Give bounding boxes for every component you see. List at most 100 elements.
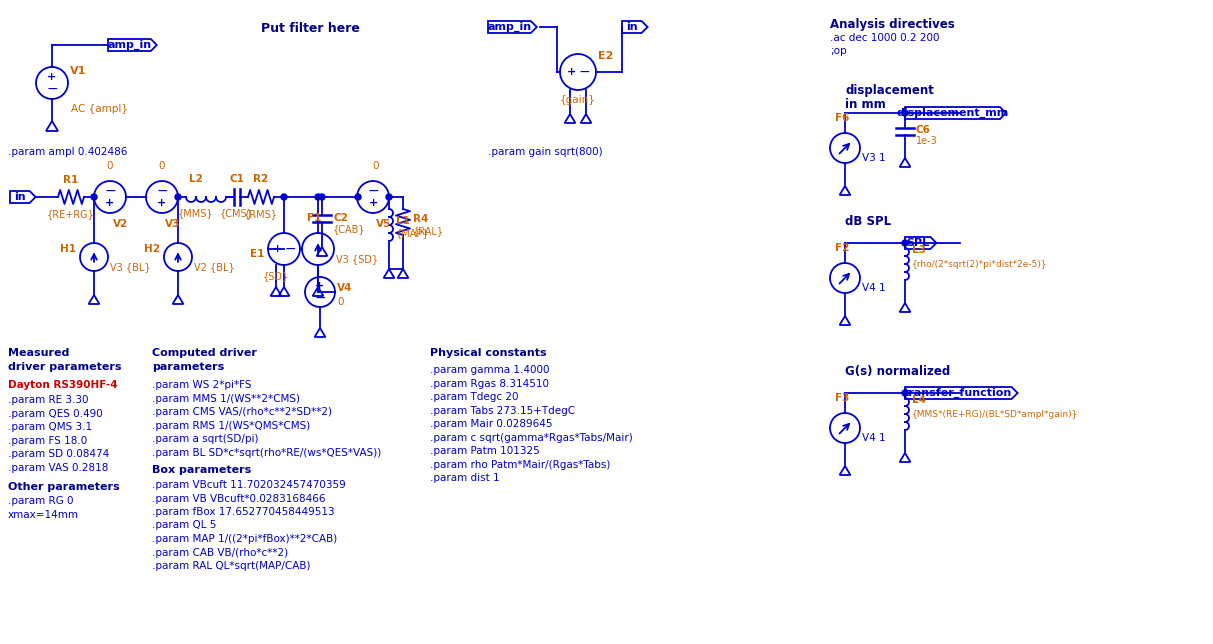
- Text: Analysis directives: Analysis directives: [830, 18, 955, 31]
- Text: C2: C2: [334, 213, 348, 223]
- Text: .param rho Patm*Mair/(Rgas*Tabs): .param rho Patm*Mair/(Rgas*Tabs): [429, 460, 610, 469]
- Text: −: −: [579, 65, 591, 79]
- Text: R2: R2: [254, 174, 268, 184]
- Text: .param CAB VB/(rho*c**2): .param CAB VB/(rho*c**2): [152, 547, 289, 558]
- Text: +: +: [315, 281, 325, 291]
- Text: .param VAS 0.2818: .param VAS 0.2818: [8, 462, 108, 473]
- Text: .param ampl 0.402486: .param ampl 0.402486: [8, 147, 127, 157]
- Circle shape: [902, 110, 909, 116]
- Text: .param Patm 101325: .param Patm 101325: [429, 446, 540, 456]
- Text: V5: V5: [376, 219, 392, 229]
- Text: +: +: [158, 198, 166, 208]
- Text: G(s) normalized: G(s) normalized: [845, 365, 950, 378]
- Text: .param gamma 1.4000: .param gamma 1.4000: [429, 365, 549, 375]
- Text: F1: F1: [307, 213, 321, 223]
- Text: {CAB}: {CAB}: [334, 224, 365, 234]
- Text: Other parameters: Other parameters: [8, 482, 120, 492]
- Text: {MAP}: {MAP}: [395, 228, 429, 238]
- Text: −: −: [46, 82, 58, 96]
- Text: .param MAP 1/((2*pi*fBox)**2*CAB): .param MAP 1/((2*pi*fBox)**2*CAB): [152, 534, 337, 544]
- Text: .param RG 0: .param RG 0: [8, 496, 74, 506]
- Text: V3 {BL}: V3 {BL}: [110, 262, 150, 272]
- Text: H2: H2: [144, 244, 160, 254]
- Text: .param SD 0.08474: .param SD 0.08474: [8, 449, 109, 459]
- Text: ;op: ;op: [830, 46, 847, 56]
- Text: +: +: [566, 67, 576, 77]
- Text: .param VB VBcuft*0.0283168466: .param VB VBcuft*0.0283168466: [152, 493, 325, 504]
- Text: −: −: [284, 242, 296, 256]
- Text: {rho/(2*sqrt(2)*pi*dist*2e-5)}: {rho/(2*sqrt(2)*pi*dist*2e-5)}: [912, 260, 1048, 269]
- Text: dB SPL: dB SPL: [845, 215, 892, 228]
- Circle shape: [386, 194, 392, 200]
- Text: {gain}: {gain}: [560, 95, 596, 105]
- Text: −: −: [104, 184, 115, 198]
- Text: .param RMS 1/(WS*QMS*CMS): .param RMS 1/(WS*QMS*CMS): [152, 421, 311, 430]
- Text: .param Tdegc 20: .param Tdegc 20: [429, 392, 518, 402]
- Text: R1: R1: [63, 175, 79, 185]
- Text: R4: R4: [412, 214, 428, 224]
- Text: {CMS}: {CMS}: [220, 208, 254, 218]
- Text: E1: E1: [250, 249, 264, 259]
- Text: F3: F3: [835, 393, 849, 403]
- Circle shape: [319, 194, 325, 200]
- Text: Dayton RS390HF-4: Dayton RS390HF-4: [8, 380, 118, 390]
- Text: F2: F2: [835, 243, 849, 253]
- Text: V2: V2: [113, 219, 129, 229]
- Text: displacement: displacement: [845, 84, 934, 97]
- Text: L3: L3: [912, 245, 926, 255]
- Text: .param RE 3.30: .param RE 3.30: [8, 395, 89, 405]
- Text: L2: L2: [189, 174, 203, 184]
- Text: Put filter here: Put filter here: [261, 21, 359, 35]
- Text: V1: V1: [70, 66, 86, 76]
- Text: {SD}: {SD}: [263, 271, 289, 281]
- Circle shape: [355, 194, 361, 200]
- Text: .param fBox 17.652770458449513: .param fBox 17.652770458449513: [152, 507, 335, 517]
- Text: Computed driver: Computed driver: [152, 348, 257, 358]
- Text: 0: 0: [159, 161, 165, 171]
- Text: F6: F6: [835, 113, 849, 123]
- Text: −: −: [156, 184, 167, 198]
- Text: {MMS}: {MMS}: [178, 208, 213, 218]
- Text: Box parameters: Box parameters: [152, 465, 251, 475]
- Text: L4: L4: [912, 395, 926, 405]
- Text: H1: H1: [59, 244, 76, 254]
- Text: .param QMS 3.1: .param QMS 3.1: [8, 422, 92, 432]
- Text: in: in: [15, 192, 25, 202]
- Circle shape: [902, 390, 909, 396]
- Text: .param MMS 1/(WS**2*CMS): .param MMS 1/(WS**2*CMS): [152, 393, 300, 404]
- Text: C1: C1: [229, 174, 245, 184]
- Text: .param QES 0.490: .param QES 0.490: [8, 408, 103, 419]
- Circle shape: [902, 240, 909, 246]
- Text: {MMS*(RE+RG)/(BL*SD*ampl*gain)}: {MMS*(RE+RG)/(BL*SD*ampl*gain)}: [912, 410, 1078, 419]
- Text: 0: 0: [107, 161, 113, 171]
- Text: .param a sqrt(SD/pi): .param a sqrt(SD/pi): [152, 434, 258, 444]
- Circle shape: [315, 194, 321, 200]
- Text: .param gain sqrt(800): .param gain sqrt(800): [488, 147, 603, 157]
- Text: V4 1: V4 1: [862, 283, 885, 293]
- Text: Physical constants: Physical constants: [429, 348, 547, 358]
- Text: .param WS 2*pi*FS: .param WS 2*pi*FS: [152, 380, 251, 390]
- Text: .param RAL QL*sqrt(MAP/CAB): .param RAL QL*sqrt(MAP/CAB): [152, 561, 311, 571]
- Text: AC {ampl}: AC {ampl}: [72, 104, 129, 114]
- Text: .param Mair 0.0289645: .param Mair 0.0289645: [429, 419, 552, 429]
- Text: V3 {SD}: V3 {SD}: [336, 254, 378, 264]
- Text: 0: 0: [337, 297, 343, 307]
- Text: V4: V4: [337, 283, 352, 293]
- Text: .param Tabs 273.15+TdegC: .param Tabs 273.15+TdegC: [429, 406, 575, 415]
- Text: amp_in: amp_in: [107, 40, 152, 50]
- Text: .param Rgas 8.314510: .param Rgas 8.314510: [429, 379, 549, 388]
- Text: .param c sqrt(gamma*Rgas*Tabs/Mair): .param c sqrt(gamma*Rgas*Tabs/Mair): [429, 433, 633, 442]
- Text: V4 1: V4 1: [862, 433, 885, 443]
- Text: Measured: Measured: [8, 348, 69, 358]
- Text: xmax=14mm: xmax=14mm: [8, 510, 79, 520]
- Text: {RAL}: {RAL}: [412, 226, 444, 236]
- Text: transfer_function: transfer_function: [904, 388, 1013, 398]
- Text: 1e-3: 1e-3: [916, 136, 938, 146]
- Text: V3 1: V3 1: [862, 153, 885, 163]
- Text: .param VBcuft 11.702032457470359: .param VBcuft 11.702032457470359: [152, 480, 346, 490]
- Text: {RMS}: {RMS}: [244, 209, 278, 219]
- Text: +: +: [106, 198, 114, 208]
- Text: E2: E2: [598, 51, 614, 61]
- Text: .param dist 1: .param dist 1: [429, 473, 500, 483]
- Text: .param QL 5: .param QL 5: [152, 520, 216, 531]
